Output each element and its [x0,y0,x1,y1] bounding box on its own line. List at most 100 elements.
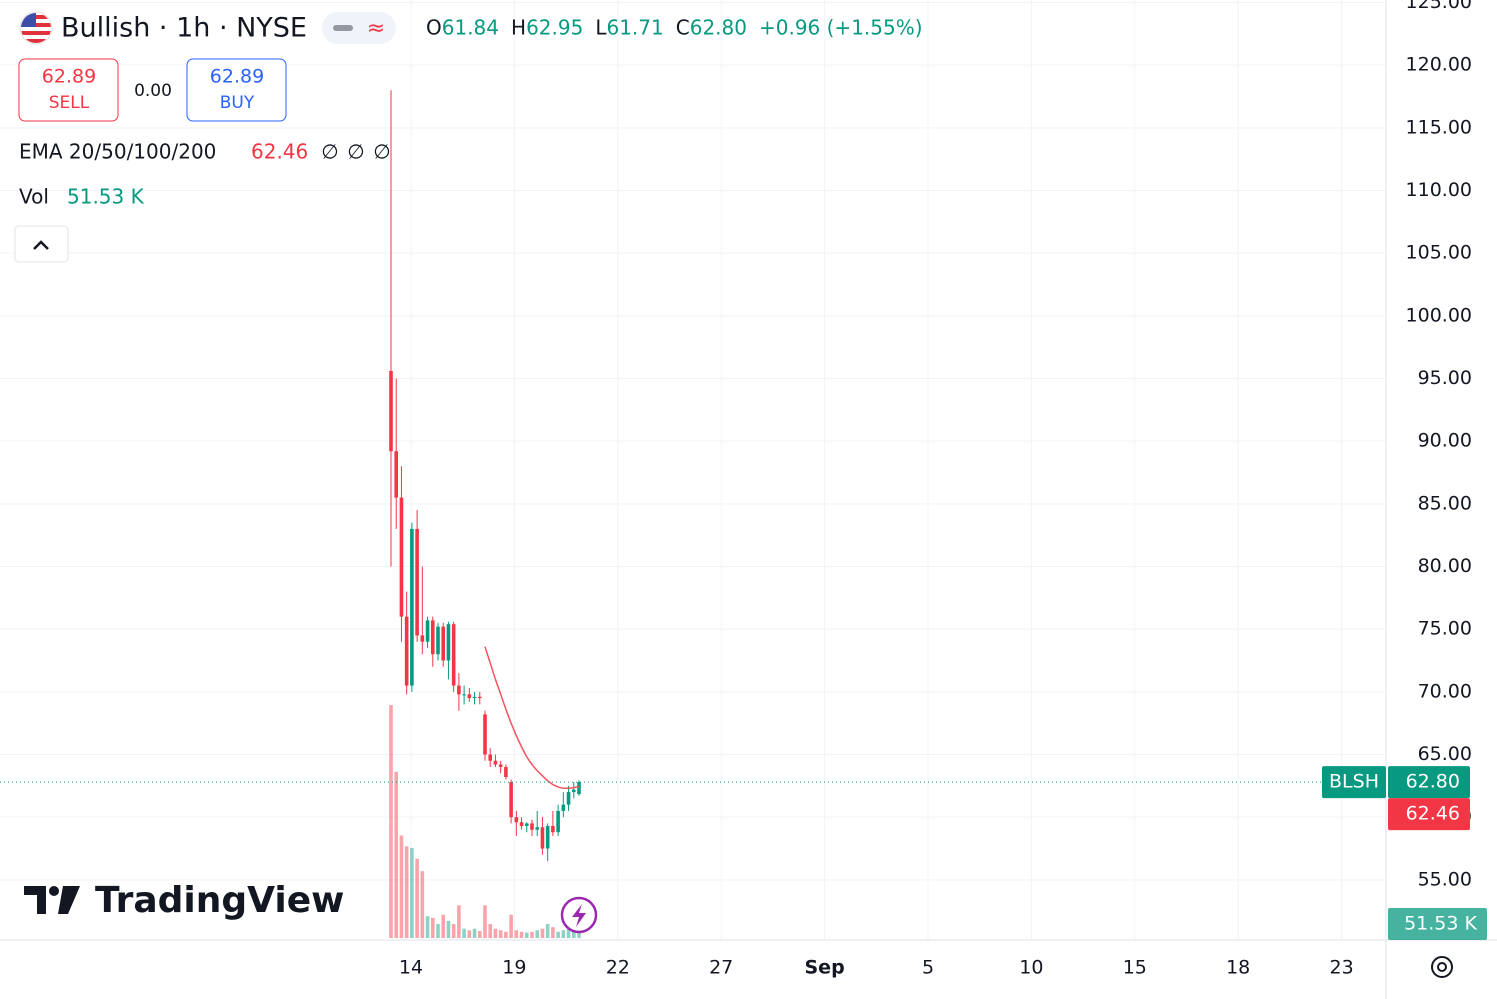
candle-body [472,696,477,699]
ohlc-value: 62.95 [526,16,583,40]
candle-body [457,685,461,695]
ohlc-value: 61.71 [606,16,663,40]
symbol-tag [1322,766,1386,799]
volume-bar [551,927,555,938]
volume-bar [493,928,498,938]
candle-body [556,810,560,833]
volume-bar [477,931,482,938]
volume-bar [545,924,550,938]
candle-body [436,626,440,655]
volume-tag [1388,908,1487,940]
toggle-icon: ≈ [367,16,385,41]
volume-tag-text: 51.53 K [1404,913,1477,935]
y-tick-label: 125.00 [1406,0,1472,13]
y-tick-label: 70.00 [1418,680,1472,702]
candle-body [504,767,508,778]
candle-body [389,370,393,452]
candle-body [571,789,576,793]
volume-bar [441,914,446,938]
ema-tag [1388,798,1470,831]
volume-bar [577,929,581,938]
candle-body [425,620,430,642]
sell-label: SELL [49,93,90,113]
ema-legend-name[interactable]: EMA 20/50/100/200 [19,140,216,164]
vol-legend-name[interactable]: Vol [19,185,49,209]
candle-body [451,624,456,686]
ohlc-key: L [595,16,607,40]
volume-bar [524,932,529,938]
x-tick-label: 5 [922,957,934,979]
flag-icon [19,11,53,45]
y-tick-label: 115.00 [1406,116,1472,138]
volume-bar [404,846,409,938]
x-tick-label: 27 [709,957,733,979]
y-tick-label: 80.00 [1418,555,1472,577]
ema-empty-values: ∅ ∅ ∅ [321,140,390,164]
vol-legend-value: 51.53 K [67,185,145,209]
price-tag [1388,766,1470,799]
candle-body [566,792,571,805]
grid [0,0,1386,940]
candle-body [524,823,529,826]
candle-body [410,528,414,686]
price-pane [389,90,581,862]
y-tick-label: 55.00 [1418,868,1472,890]
candle-body [415,528,419,636]
y-tick-label: 90.00 [1418,430,1472,452]
x-tick-label: 15 [1123,957,1147,979]
sell-button[interactable] [18,58,119,122]
mode-toggle[interactable] [322,12,396,44]
toggle-icon [333,25,353,31]
candle-body [551,825,555,833]
volume-bar [535,930,540,938]
volume-bar [472,928,477,938]
candle-body [514,817,519,823]
volume-bar [410,847,414,938]
price-tag-text: 62.80 [1406,771,1460,793]
candle-body [467,694,472,699]
candle-body [430,620,435,655]
candle-body [493,760,498,765]
candle-body [483,714,487,755]
ohlc-key: C [676,16,690,40]
volume-pane [389,705,581,938]
candle-body [545,825,550,849]
candle-body [509,782,513,818]
volume-bar [425,916,430,938]
logo-text: TradingView [95,880,344,921]
x-tick-label: 22 [606,957,630,979]
volume-bar [514,930,519,938]
symbol-title[interactable]: Bullish · 1h · NYSE [61,13,307,44]
ema-empty: ∅ [373,140,390,164]
candle-body [519,822,524,826]
candle-body [498,764,503,768]
volume-bar [566,928,571,938]
volume-bar [509,914,513,938]
volume-bar [415,858,419,938]
ema-empty: ∅ [321,140,338,164]
volume-bar [467,930,472,938]
candle-body [477,696,482,699]
sell-price: 62.89 [42,66,96,88]
x-tick-label: Sep [805,957,845,979]
candle-body [462,694,466,696]
collapse-icon [33,240,49,250]
volume-bar [394,771,399,938]
volume-bar [540,928,545,938]
symbol-tag-text: BLSH [1329,771,1379,793]
buy-button[interactable] [186,58,287,122]
y-tick-label: 95.00 [1418,367,1472,389]
candle-body [394,451,399,498]
volume-bar [556,931,560,938]
y-tick-label: 120.00 [1406,54,1472,76]
x-tick-label: 14 [399,957,423,979]
settings-button[interactable] [1431,956,1453,978]
volume-bar [399,835,404,938]
ohlc-key: O [426,16,442,40]
volume-bar [498,930,503,938]
candle-body [441,626,446,661]
candle-body [561,804,566,811]
volume-bar [519,931,524,938]
candle-body [446,624,451,661]
